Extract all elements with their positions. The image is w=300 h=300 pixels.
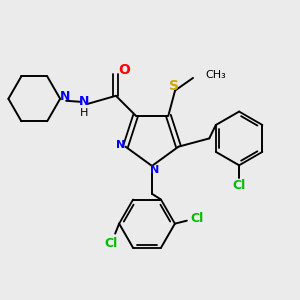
Text: N: N <box>60 90 70 103</box>
Text: Cl: Cl <box>232 179 246 192</box>
Text: O: O <box>118 63 130 77</box>
Text: N: N <box>79 95 89 108</box>
Text: S: S <box>169 79 179 92</box>
Text: N: N <box>150 165 160 175</box>
Text: H: H <box>80 108 88 118</box>
Text: CH₃: CH₃ <box>205 70 226 80</box>
Text: N: N <box>116 140 125 150</box>
Text: Cl: Cl <box>190 212 203 225</box>
Text: Cl: Cl <box>105 237 118 250</box>
